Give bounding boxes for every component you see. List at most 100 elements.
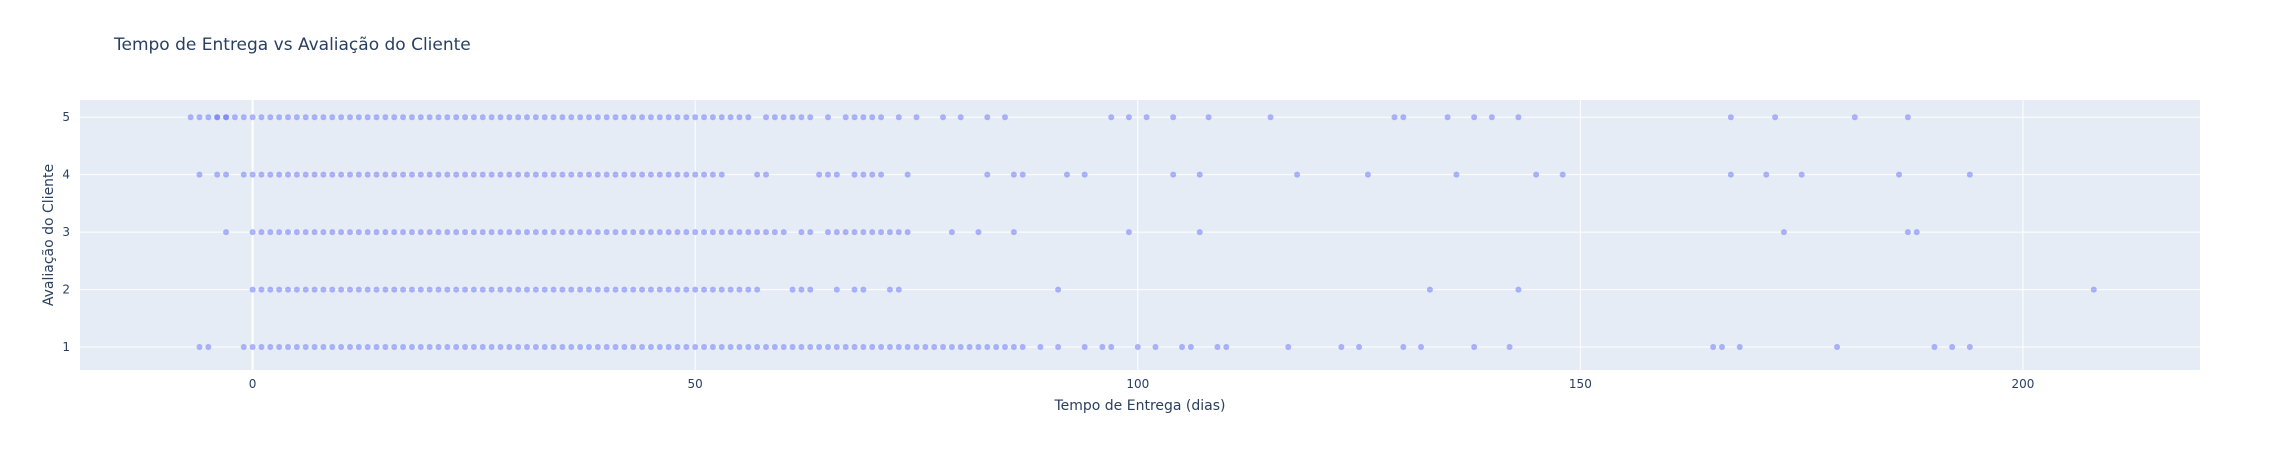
data-point[interactable] (585, 114, 592, 121)
data-point[interactable] (1834, 344, 1841, 351)
data-point[interactable] (577, 114, 584, 121)
data-point[interactable] (1179, 344, 1186, 351)
data-point[interactable] (223, 114, 230, 121)
data-point[interactable] (532, 344, 539, 351)
data-point[interactable] (488, 344, 495, 351)
data-point[interactable] (647, 114, 654, 121)
data-point[interactable] (364, 229, 371, 236)
data-point[interactable] (621, 114, 628, 121)
data-point[interactable] (550, 114, 557, 121)
data-point[interactable] (798, 114, 805, 121)
data-point[interactable] (568, 114, 575, 121)
data-point[interactable] (346, 286, 353, 293)
data-point[interactable] (382, 114, 389, 121)
data-point[interactable] (373, 171, 380, 178)
data-point[interactable] (1081, 344, 1088, 351)
data-point[interactable] (771, 344, 778, 351)
data-point[interactable] (329, 114, 336, 121)
data-point[interactable] (745, 286, 752, 293)
data-point[interactable] (1010, 171, 1017, 178)
data-point[interactable] (780, 344, 787, 351)
data-point[interactable] (426, 171, 433, 178)
data-point[interactable] (1798, 171, 1805, 178)
data-point[interactable] (1002, 344, 1009, 351)
data-point[interactable] (355, 229, 362, 236)
data-point[interactable] (364, 344, 371, 351)
data-point[interactable] (824, 171, 831, 178)
data-point[interactable] (382, 344, 389, 351)
data-point[interactable] (647, 229, 654, 236)
data-point[interactable] (550, 229, 557, 236)
data-point[interactable] (709, 344, 716, 351)
data-point[interactable] (904, 344, 911, 351)
data-point[interactable] (488, 229, 495, 236)
data-point[interactable] (408, 344, 415, 351)
data-point[interactable] (302, 171, 309, 178)
data-point[interactable] (320, 286, 327, 293)
data-point[interactable] (408, 114, 415, 121)
data-point[interactable] (789, 114, 796, 121)
data-point[interactable] (665, 286, 672, 293)
data-point[interactable] (355, 171, 362, 178)
data-point[interactable] (1559, 171, 1566, 178)
data-point[interactable] (488, 114, 495, 121)
data-point[interactable] (249, 114, 256, 121)
data-point[interactable] (1338, 344, 1345, 351)
data-point[interactable] (568, 344, 575, 351)
data-point[interactable] (665, 344, 672, 351)
data-point[interactable] (391, 114, 398, 121)
data-point[interactable] (913, 344, 920, 351)
data-point[interactable] (869, 229, 876, 236)
data-point[interactable] (851, 114, 858, 121)
data-point[interactable] (479, 114, 486, 121)
data-point[interactable] (541, 344, 548, 351)
data-point[interactable] (435, 114, 442, 121)
data-point[interactable] (408, 171, 415, 178)
data-point[interactable] (718, 344, 725, 351)
data-point[interactable] (532, 171, 539, 178)
data-point[interactable] (701, 344, 708, 351)
data-point[interactable] (639, 286, 646, 293)
data-point[interactable] (267, 344, 274, 351)
data-point[interactable] (453, 171, 460, 178)
data-point[interactable] (984, 344, 991, 351)
data-point[interactable] (205, 114, 212, 121)
data-point[interactable] (860, 171, 867, 178)
data-point[interactable] (878, 114, 885, 121)
data-point[interactable] (276, 229, 283, 236)
data-point[interactable] (913, 114, 920, 121)
data-point[interactable] (462, 286, 469, 293)
data-point[interactable] (1002, 114, 1009, 121)
data-point[interactable] (621, 344, 628, 351)
data-point[interactable] (1763, 171, 1770, 178)
data-point[interactable] (453, 344, 460, 351)
data-point[interactable] (1010, 229, 1017, 236)
data-point[interactable] (435, 344, 442, 351)
data-point[interactable] (205, 344, 212, 351)
data-point[interactable] (417, 114, 424, 121)
data-point[interactable] (780, 229, 787, 236)
data-point[interactable] (701, 114, 708, 121)
data-point[interactable] (506, 344, 513, 351)
data-point[interactable] (1453, 171, 1460, 178)
data-point[interactable] (497, 229, 504, 236)
data-point[interactable] (391, 171, 398, 178)
data-point[interactable] (1081, 171, 1088, 178)
data-point[interactable] (798, 229, 805, 236)
data-point[interactable] (267, 114, 274, 121)
data-point[interactable] (727, 229, 734, 236)
data-point[interactable] (470, 114, 477, 121)
data-point[interactable] (869, 344, 876, 351)
data-point[interactable] (462, 171, 469, 178)
data-point[interactable] (860, 229, 867, 236)
data-point[interactable] (665, 171, 672, 178)
data-point[interactable] (656, 114, 663, 121)
data-point[interactable] (240, 171, 247, 178)
data-point[interactable] (656, 286, 663, 293)
data-point[interactable] (311, 286, 318, 293)
data-point[interactable] (966, 344, 973, 351)
data-point[interactable] (258, 344, 265, 351)
data-point[interactable] (329, 344, 336, 351)
data-point[interactable] (1710, 344, 1717, 351)
data-point[interactable] (603, 229, 610, 236)
